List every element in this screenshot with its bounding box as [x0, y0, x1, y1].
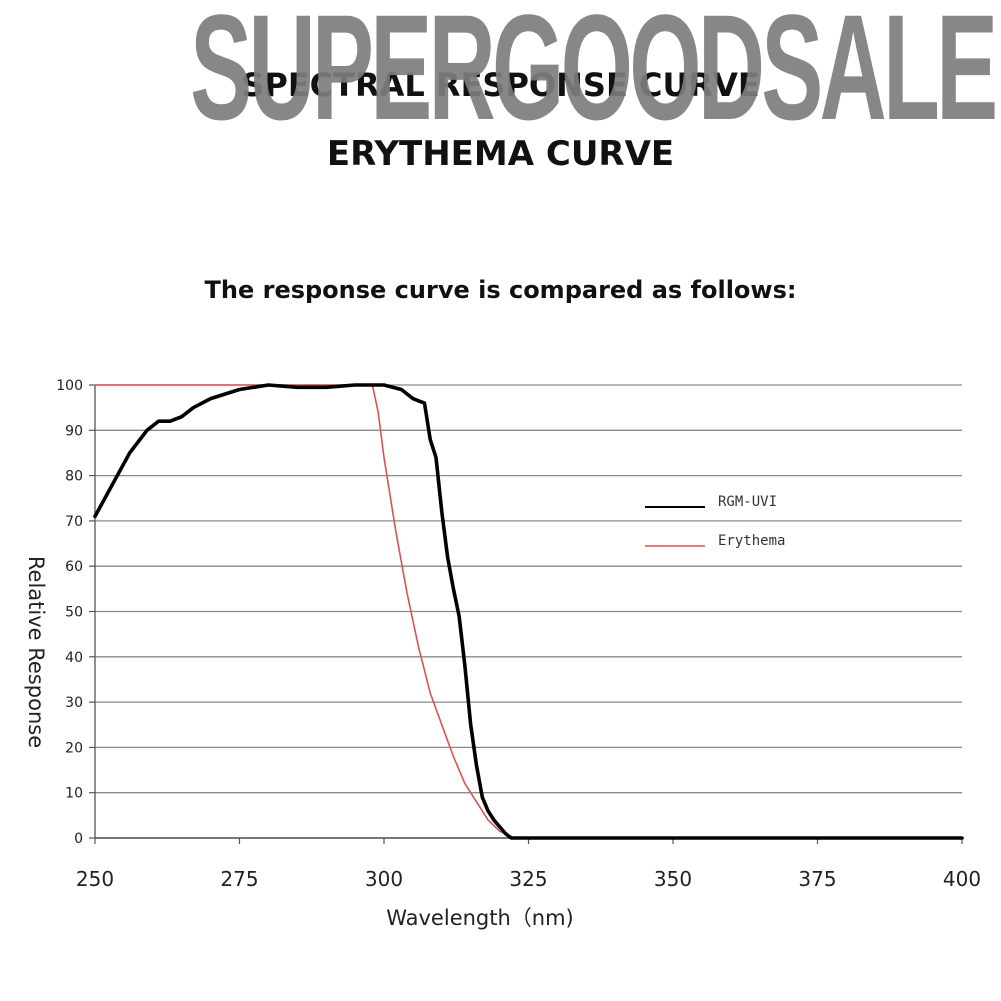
legend-erythema-label: Erythema — [718, 533, 785, 549]
y-tick-label-80: 80 — [65, 469, 83, 485]
y-axis-label: Relative Response — [24, 556, 48, 748]
watermark-text: SUPERGOODSALE — [190, 0, 998, 151]
y-tick-label-10: 10 — [65, 786, 83, 802]
x-tick-label-300: 300 — [365, 867, 403, 891]
y-tick-label-70: 70 — [65, 514, 83, 530]
y-tick-label-60: 60 — [65, 559, 83, 575]
x-tick-label-325: 325 — [509, 867, 547, 891]
series-lines — [93, 383, 964, 840]
y-tick-label-90: 90 — [65, 423, 83, 439]
x-tick-label-400: 400 — [943, 867, 981, 891]
erythema-curve-title: ERYTHEMA CURVE — [326, 134, 675, 174]
comparison-intro: The response curve is compared as follow… — [204, 276, 797, 304]
y-tick-label-20: 20 — [65, 740, 83, 756]
y-tick-label-30: 30 — [65, 695, 83, 711]
y-tick-label-40: 40 — [65, 650, 83, 666]
y-tick-labels: 0 10 20 30 40 50 60 70 80 90 100 — [56, 378, 83, 847]
x-tick-label-250: 250 — [76, 867, 114, 891]
y-tick-label-100: 100 — [56, 378, 83, 394]
x-tick-label-350: 350 — [654, 867, 692, 891]
grid-lines — [89, 384, 963, 844]
series-line-rgm-uvi — [93, 383, 964, 840]
legend-rgm-uvi-label: RGM-UVI — [718, 494, 777, 510]
spectral-response-title: SPECTRAL RESPONSE CURVE — [241, 66, 760, 104]
y-tick-label-0: 0 — [74, 831, 83, 847]
x-tick-label-275: 275 — [220, 867, 258, 891]
y-tick-label-50: 50 — [65, 605, 83, 621]
x-tick-label-375: 375 — [798, 867, 836, 891]
legend: RGM-UVI Erythema — [645, 494, 785, 549]
x-axis-label: Wavelength（nm) — [386, 906, 574, 930]
x-tick-labels: 250 275 300 325 350 375 400 — [76, 867, 981, 891]
